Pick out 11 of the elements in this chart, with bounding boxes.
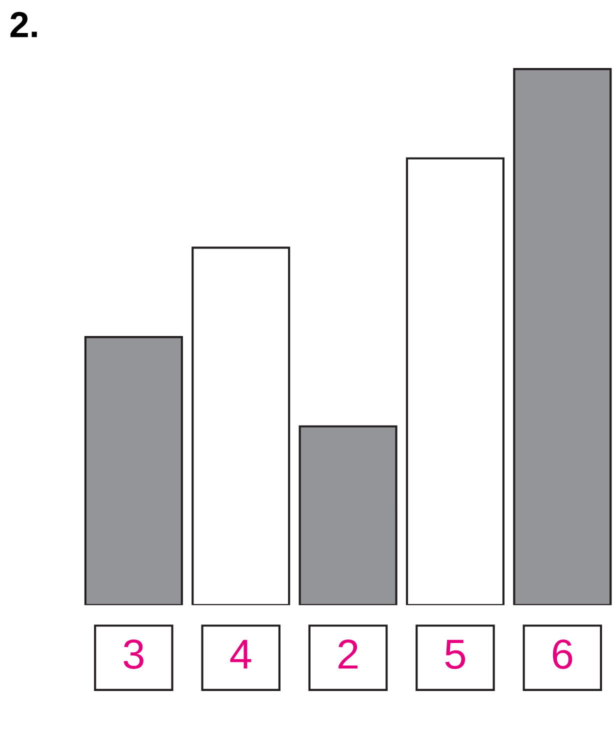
bar: [406, 157, 504, 606]
data-label: 6: [552, 639, 572, 669]
bar: [192, 246, 290, 606]
data-label: 4: [230, 640, 252, 669]
data-label: 2: [338, 639, 358, 669]
data-label: 5: [445, 640, 466, 669]
data-label: 3: [124, 639, 144, 669]
bar: [513, 68, 612, 606]
bar: [298, 425, 398, 606]
bar: [84, 336, 183, 606]
chart-title: 2.: [10, 12, 37, 38]
